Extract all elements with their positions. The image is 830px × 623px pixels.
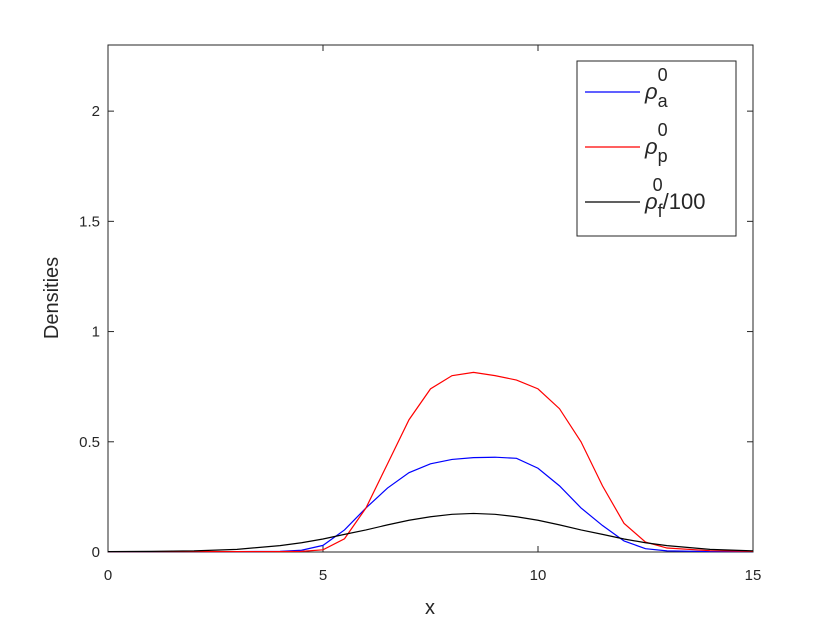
axes-box	[107, 44, 754, 553]
x-tick-label: 15	[745, 567, 762, 584]
legend-label: ρf0/100	[644, 175, 705, 221]
legend-label: ρp0	[644, 120, 668, 166]
x-axis-label: x	[425, 597, 435, 619]
x-tick-label: 0	[104, 567, 112, 584]
y-tick-label: 0	[92, 544, 100, 561]
y-tick-label: 1.5	[79, 213, 100, 230]
y-axis-label: Densities	[41, 257, 63, 339]
legend-label: ρa0	[644, 65, 669, 111]
x-tick-label: 5	[319, 567, 327, 584]
y-tick-label: 1	[92, 324, 100, 341]
series-line	[108, 371, 754, 553]
x-tick-label: 10	[530, 567, 547, 584]
y-tick-label: 2	[92, 103, 100, 120]
y-tick-label: 0.5	[79, 434, 100, 451]
series-line	[107, 512, 754, 553]
legend-box	[576, 60, 737, 237]
